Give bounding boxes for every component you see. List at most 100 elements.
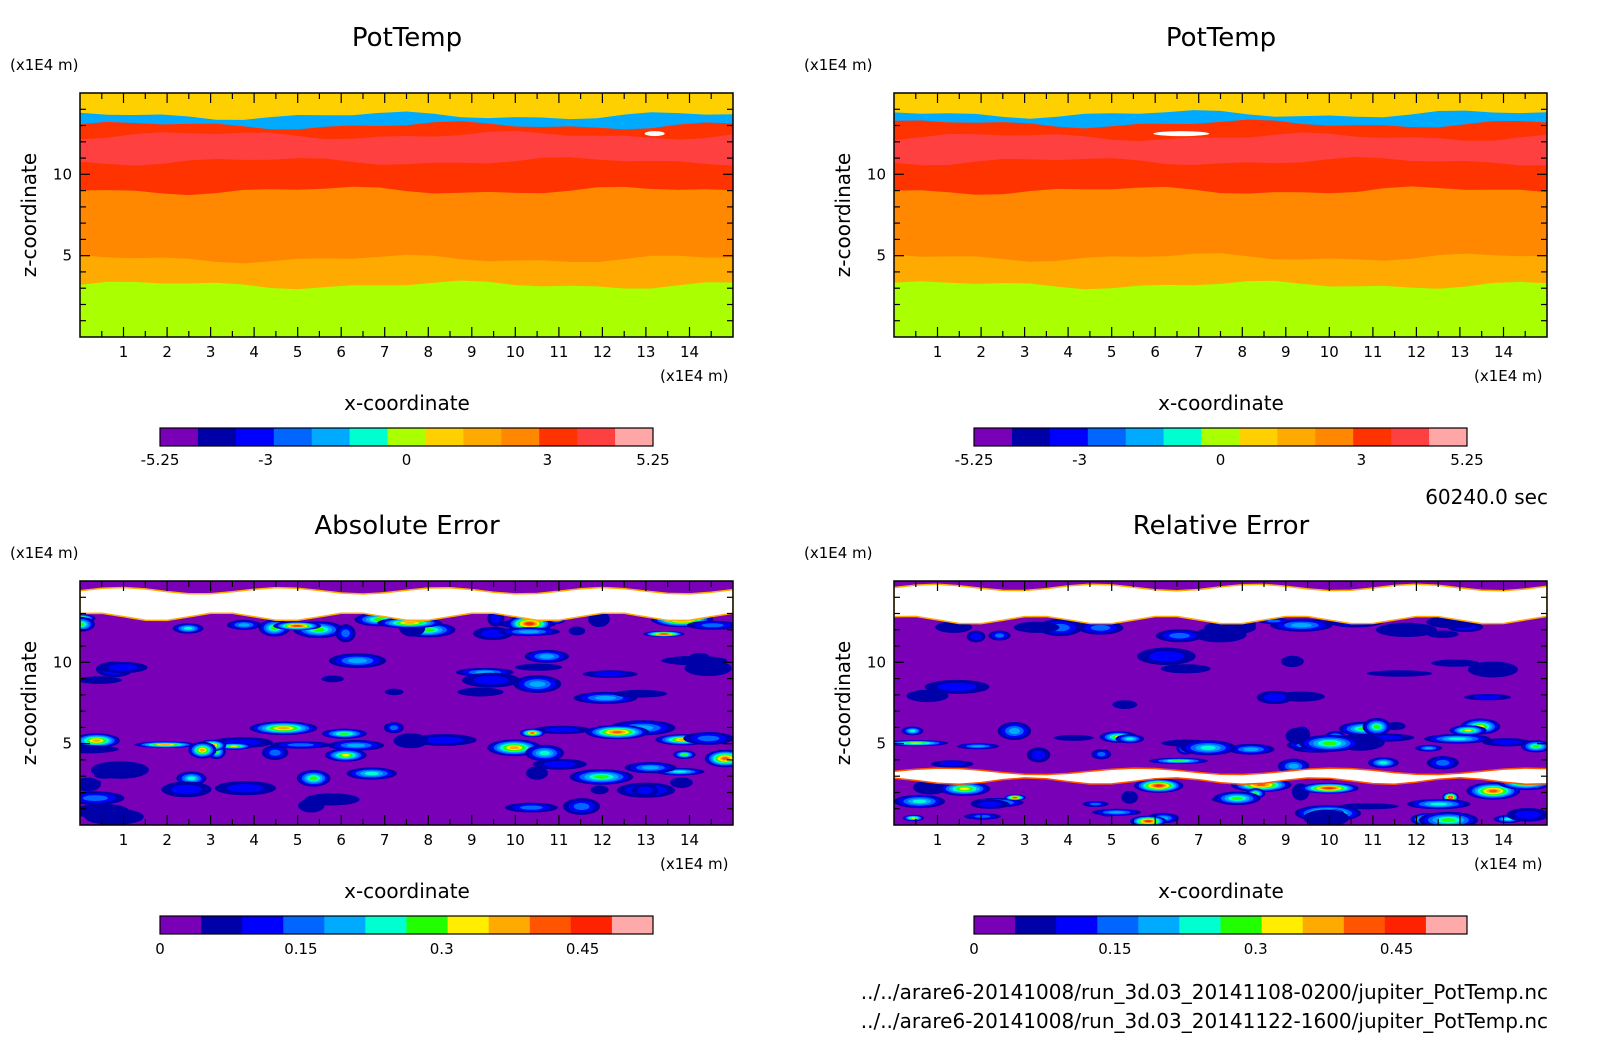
colorbar-bin [242, 916, 284, 934]
contour-blob [970, 745, 986, 748]
x-tick-label: 3 [206, 343, 216, 361]
contour-blob [515, 663, 563, 671]
contour-blob [641, 765, 660, 770]
contour-blob [341, 629, 350, 638]
contour-blob [530, 732, 535, 734]
y-tick-label: 5 [62, 247, 72, 265]
x-tick-label: 12 [593, 831, 612, 849]
x-tick-label: 6 [1150, 343, 1160, 361]
x-tick-label: 1 [933, 343, 943, 361]
contour-blob [473, 675, 509, 685]
y-tick-label: 10 [53, 165, 72, 183]
panel-title: PotTemp [1166, 23, 1276, 53]
contour-blob [520, 805, 543, 810]
colorbar-bin [235, 428, 275, 446]
overflow-region [894, 767, 1547, 786]
colorbar-tick-label: -5.25 [955, 451, 994, 469]
overflow-region [80, 586, 733, 622]
contour-blob [1089, 802, 1102, 806]
contour-blob [183, 627, 193, 630]
x-tick-label: 6 [1150, 831, 1160, 849]
contour-blob [389, 725, 399, 730]
contour-blob [911, 817, 916, 819]
contour-blob [909, 729, 916, 733]
x-tick-label: 2 [976, 343, 986, 361]
colorbar-tick-label: 0.3 [430, 940, 454, 958]
x-unit-label: (x1E4 m) [660, 367, 729, 385]
x-tick-label: 7 [1194, 831, 1204, 849]
file-path-2: ../../arare6-20141008/run_3d.03_20141122… [861, 1009, 1548, 1033]
colorbar-tick-label: 0 [155, 940, 165, 958]
colorbar-bin [1277, 428, 1316, 446]
x-tick-label: 1 [119, 343, 129, 361]
contour-blob [1097, 752, 1106, 757]
contour-blob [1200, 745, 1216, 750]
x-tick-label: 8 [1238, 343, 1248, 361]
contour-blob [80, 777, 101, 792]
x-tick-label: 5 [293, 343, 303, 361]
contour-blob [509, 746, 520, 750]
panel-title: Relative Error [1133, 511, 1310, 541]
contour-blob [1464, 729, 1472, 732]
x-tick-label: 1 [933, 831, 943, 849]
contour-blob [80, 745, 119, 754]
colorbar-tick-label: 0 [969, 940, 979, 958]
colorbar-tick-label: -5.25 [141, 451, 180, 469]
contour-blob [568, 626, 586, 636]
x-tick-label: 11 [1363, 831, 1382, 849]
contour-field [80, 581, 733, 825]
x-tick-label: 8 [424, 831, 434, 849]
contour-blob [939, 761, 965, 767]
y-tick-label: 10 [867, 653, 886, 671]
colorbar-bin [529, 916, 572, 934]
x-unit-label: (x1E4 m) [1474, 367, 1543, 385]
time-label: 60240.0 sec [1425, 485, 1548, 509]
x-tick-label: 4 [249, 343, 259, 361]
panel-title: PotTemp [352, 23, 462, 53]
contour-blob [227, 784, 264, 793]
contour-blob [1291, 623, 1312, 628]
x-tick-label: 2 [162, 831, 172, 849]
colorbar-bin [1391, 428, 1430, 446]
colorbar-bin [1138, 916, 1180, 934]
colorbar-bin [1056, 916, 1098, 934]
colorbar-bin [1163, 428, 1202, 446]
contour-blob [1431, 659, 1480, 667]
x-tick-label: 13 [636, 343, 655, 361]
contour-blob [670, 777, 693, 788]
contour-blob [684, 660, 732, 677]
x-tick-label: 8 [424, 343, 434, 361]
x-tick-label: 13 [1450, 831, 1469, 849]
x-axis-label: x-coordinate [344, 879, 470, 903]
contour-blob [1112, 700, 1138, 709]
x-tick-label: 2 [976, 831, 986, 849]
x-tick-label: 12 [593, 343, 612, 361]
contour-blob [544, 727, 580, 733]
contour-blob [1013, 797, 1017, 798]
contour-blob [906, 689, 949, 703]
contour-blob [321, 675, 344, 683]
colorbar-bin [1011, 428, 1051, 446]
contour-blob [518, 630, 540, 634]
y-unit-label: (x1E4 m) [10, 56, 79, 74]
y-axis-label: z-coordinate [17, 641, 41, 765]
colorbar-bin [324, 916, 366, 934]
colorbar-frame [973, 427, 1468, 447]
contour-blob [1148, 651, 1184, 662]
colorbar-tick-label: 0.3 [1244, 940, 1268, 958]
x-tick-label: 10 [1320, 831, 1339, 849]
contour-blob [1467, 661, 1518, 678]
contour-blob [543, 760, 577, 768]
colorbar-bin [1315, 428, 1354, 446]
y-unit-label: (x1E4 m) [804, 544, 873, 562]
contour-blob [1090, 624, 1111, 631]
contour-blob [1492, 739, 1522, 745]
panel-pottemp-right: PotTemp (x1E4 m) 1 2 3 4 5 6 7 8 9 10 11 12 13 14510 … [804, 23, 1548, 469]
contour-blob [529, 681, 546, 687]
y-unit-label: (x1E4 m) [804, 56, 873, 74]
contour-blob [1121, 790, 1138, 804]
contour-blob [1515, 810, 1541, 819]
x-tick-label: 9 [467, 831, 477, 849]
contour-blob [593, 671, 627, 677]
contour-blob [1155, 784, 1163, 787]
